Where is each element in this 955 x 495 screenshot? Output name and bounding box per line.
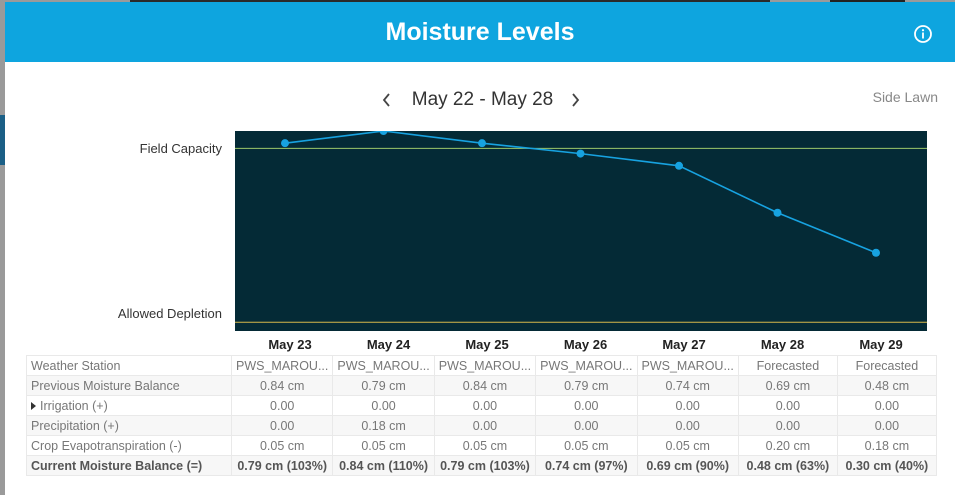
table-cell: 0.79 cm: [535, 375, 638, 396]
table-cell: 0.00: [636, 415, 739, 436]
table-cell: 0.00: [433, 395, 537, 416]
table-cell: 0.05 cm: [433, 435, 537, 456]
row-label-text: Current Moisture Balance (=): [31, 458, 203, 473]
table-cell: PWS_MAROU...: [332, 355, 435, 376]
table-cell: 0.00: [636, 395, 739, 416]
allowed-depletion-label: Allowed Depletion: [117, 306, 222, 321]
table-cell: 0.00: [535, 415, 638, 436]
table-cell: 0.00: [737, 415, 838, 436]
moisture-point[interactable]: [576, 149, 585, 158]
table-cell: 0.00: [836, 395, 937, 416]
table-cell: 0.48 cm (63%): [737, 455, 838, 476]
plot-background: [235, 131, 927, 331]
table-cell: 0.05 cm: [535, 435, 638, 456]
date-tick-label: May 28: [760, 337, 805, 352]
dialog-title: Moisture Levels: [385, 18, 575, 46]
row-label-text: Crop Evapotranspiration (-): [31, 438, 182, 453]
field-capacity-label: Field Capacity: [139, 141, 222, 156]
table-cell: 0.79 cm (103%): [230, 455, 334, 476]
date-tick-label: May 26: [563, 337, 608, 352]
row-label-text: Precipitation (+): [31, 418, 119, 433]
date-range-label: May 22 - May 28: [411, 89, 554, 110]
table-cell: PWS_MAROU...: [433, 355, 537, 376]
row-label: Previous Moisture Balance: [26, 375, 232, 396]
date-tick-label: May 25: [465, 337, 509, 352]
moisture-point[interactable]: [872, 248, 880, 257]
moisture-point[interactable]: [379, 131, 388, 135]
table-cell: 0.79 cm (103%): [433, 455, 537, 476]
table-cell: 0.18 cm: [332, 415, 435, 436]
table-cell: 0.74 cm (97%): [535, 455, 638, 476]
moisture-chart: [235, 131, 927, 331]
table-cell: 0.18 cm: [836, 435, 937, 456]
table-row: Previous Moisture Balance 0.84 cm 0.79 cm 0…: [26, 375, 937, 396]
chevron-left-icon[interactable]: [379, 90, 395, 110]
row-label-text: Previous Moisture Balance: [31, 378, 180, 393]
expand-triangle-icon[interactable]: [31, 402, 36, 411]
table-cell: 0.00: [332, 395, 435, 416]
moisture-point[interactable]: [478, 139, 486, 148]
table-row: Crop Evapotranspiration (-) 0.05 cm 0.05 c…: [26, 435, 937, 456]
table-cell: 0.74 cm: [636, 375, 739, 396]
date-axis: May 23 May 24 May 25 May 26 May 27 May 28 May …: [230, 337, 930, 353]
table-row: Precipitation (+) 0.00 0.18 cm 0.00 0.00 0.00…: [26, 415, 937, 436]
table-cell: 0.84 cm: [230, 375, 334, 396]
table-cell: PWS_MAROU...: [636, 355, 739, 376]
date-tick-label: May 24: [366, 337, 411, 352]
table-cell: 0.00: [737, 395, 838, 416]
table-cell: 0.05 cm: [332, 435, 435, 456]
table-cell: 0.79 cm: [332, 375, 435, 396]
table-cell: 0.05 cm: [230, 435, 334, 456]
moisture-levels-dialog: Moisture Levels May 22 - May 28 Side Law…: [5, 2, 955, 495]
table-cell: 0.30 cm (40%): [836, 455, 937, 476]
moisture-point[interactable]: [675, 161, 683, 170]
row-label-text: Weather Station: [31, 358, 121, 373]
date-navigator: May 22 - May 28: [5, 88, 955, 114]
moisture-table: Weather Station PWS_MAROU... PWS_MAROU... P…: [26, 355, 937, 476]
row-label: Crop Evapotranspiration (-): [26, 435, 232, 456]
table-cell: Forecasted: [836, 355, 937, 376]
table-cell: Forecasted: [737, 355, 838, 376]
table-cell: 0.00: [230, 415, 334, 436]
table-cell: 0.69 cm: [737, 375, 838, 396]
row-label: Precipitation (+): [26, 415, 232, 436]
date-tick-label: May 23: [268, 337, 312, 352]
table-cell: PWS_MAROU...: [230, 355, 334, 376]
table-row: Irrigation (+) 0.00 0.00 0.00 0.00 0.00 0.00 0.…: [26, 395, 937, 416]
table-cell: PWS_MAROU...: [535, 355, 638, 376]
table-cell: 0.00: [433, 415, 537, 436]
chevron-right-icon[interactable]: [567, 90, 583, 110]
moisture-point[interactable]: [281, 139, 289, 148]
table-cell: 0.00: [836, 415, 937, 436]
background-accent: [0, 115, 6, 165]
info-icon[interactable]: [914, 25, 932, 43]
zone-name: Side Lawn: [872, 89, 938, 105]
row-label: Weather Station: [26, 355, 232, 376]
table-cell: 0.84 cm (110%): [332, 455, 435, 476]
table-cell: 0.20 cm: [737, 435, 838, 456]
table-cell: 0.00: [230, 395, 334, 416]
table-cell: 0.48 cm: [836, 375, 937, 396]
date-tick-label: May 29: [859, 337, 903, 352]
table-cell: 0.69 cm (90%): [636, 455, 739, 476]
row-label: Current Moisture Balance (=): [26, 455, 232, 476]
row-label[interactable]: Irrigation (+): [26, 395, 232, 416]
table-row: Current Moisture Balance (=) 0.79 cm (103…: [26, 455, 937, 476]
date-tick-label: May 27: [662, 337, 706, 352]
table-row: Weather Station PWS_MAROU... PWS_MAROU... P…: [26, 355, 937, 376]
row-label-text: Irrigation (+): [40, 398, 108, 413]
moisture-point[interactable]: [773, 208, 782, 217]
table-cell: 0.05 cm: [636, 435, 739, 456]
table-cell: 0.84 cm: [433, 375, 537, 396]
dialog-header: Moisture Levels: [5, 2, 955, 62]
table-cell: 0.00: [535, 395, 638, 416]
